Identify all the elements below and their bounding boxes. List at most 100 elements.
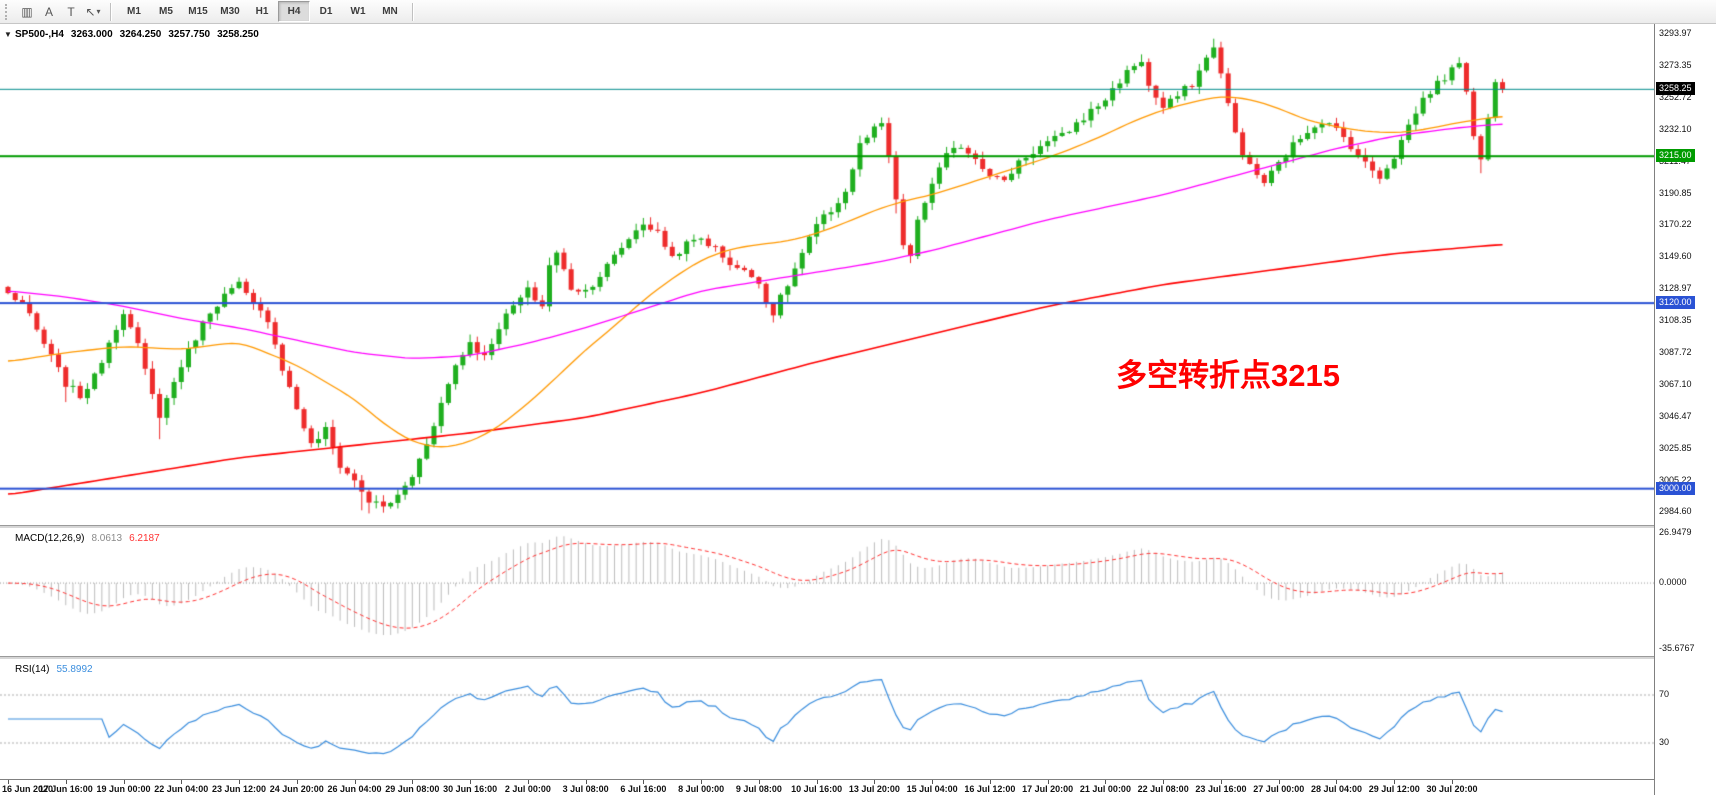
text-tool-icon[interactable]: A: [44, 4, 53, 19]
time-axis-tick: [181, 780, 183, 784]
time-axis-label: 30 Jun 16:00: [443, 784, 498, 794]
time-axis-label: 8 Jul 00:00: [678, 784, 725, 794]
price-axis-label: 3067.10: [1659, 378, 1692, 389]
timeframe-button-H4[interactable]: H4: [278, 1, 310, 22]
price-axis-label: 2984.60: [1659, 506, 1692, 517]
time-axis-label: 19 Jun 00:00: [96, 784, 151, 794]
time-axis-label: 30 Jul 20:00: [1426, 784, 1478, 794]
time-axis-tick: [354, 780, 356, 784]
chart-area: ▼ SP500-,H4 3263.000 3264.250 3257.750 3…: [0, 24, 1716, 795]
time-axis-tick: [412, 780, 414, 784]
price-axis-label: 3190.85: [1659, 187, 1692, 198]
time-axis-tick: [1163, 780, 1165, 784]
macd-canvas[interactable]: [0, 528, 1654, 656]
price-axis-label: 3128.97: [1659, 283, 1692, 294]
rsi-title: RSI(14) 55.8992: [15, 664, 93, 675]
line-tools-icon[interactable]: ↖ ▾: [85, 4, 101, 19]
price-axis[interactable]: 3293.973273.353252.723232.103211.473190.…: [1654, 24, 1716, 795]
timeframe-button-W1[interactable]: W1: [350, 6, 366, 17]
symbol-period-label: SP500-,H4: [15, 29, 64, 40]
time-axis-label: 16 Jun 2020: [2, 784, 54, 794]
time-axis-label: 13 Jul 20:00: [848, 784, 900, 794]
chart-text-annotation[interactable]: 多空转折点3215: [1116, 358, 1340, 393]
time-axis-label: 22 Jul 08:00: [1137, 784, 1189, 794]
toolbar-icon-group: ▥ A T ↖ ▾: [16, 2, 104, 22]
time-axis-label: 17 Jul 20:00: [1022, 784, 1074, 794]
price-axis-label: 3108.35: [1659, 315, 1692, 326]
price-axis-label: 3293.97: [1659, 28, 1692, 39]
rsi-axis-label: 70: [1659, 689, 1670, 699]
chart-window-icon[interactable]: ▥: [21, 4, 33, 19]
macd-axis-label: -35.6767: [1659, 643, 1695, 654]
timeframe-group: M1 M5 M15 M30 H1 H4 D1 W1 MN: [118, 1, 406, 22]
dropdown-caret-icon: ▾: [96, 7, 101, 16]
time-axis-label: 9 Jul 08:00: [735, 784, 782, 794]
price-axis-label: 3170.22: [1659, 219, 1692, 230]
time-axis-tick: [1220, 780, 1222, 784]
time-axis-label: 29 Jul 12:00: [1368, 784, 1420, 794]
time-axis[interactable]: 16 Jun 2020 17 Jun 16:00 19 Jun 00:00 22 Ju…: [0, 779, 1654, 795]
rsi-panel: RSI(14) 55.8992: [0, 659, 1654, 779]
time-axis-tick: [701, 780, 703, 784]
price-axis-label: 3273.35: [1659, 59, 1692, 70]
toolbar-separator-2: [412, 2, 414, 21]
price-tag-3000.00: 3000.00: [1656, 481, 1695, 495]
ohlc-expander-icon[interactable]: ▼: [4, 30, 12, 39]
price-axis-label: 3149.60: [1659, 251, 1692, 262]
price-axis-label: 3005.22: [1659, 474, 1692, 485]
time-axis-tick: [123, 780, 125, 784]
timeframe-button-M1[interactable]: M1: [127, 6, 141, 17]
macd-axis-label: 26.9479: [1659, 526, 1692, 537]
time-axis-label: 27 Jul 00:00: [1253, 784, 1305, 794]
time-axis-label: 26 Jun 04:00: [327, 784, 382, 794]
macd-signal-value: 6.2187: [129, 533, 160, 544]
timeframe-button-M5[interactable]: M5: [159, 6, 173, 17]
price-tag-3258.25: 3258.25: [1656, 82, 1695, 96]
macd-axis-label: 0.0000: [1659, 577, 1687, 588]
time-axis-label: 23 Jun 12:00: [212, 784, 267, 794]
time-axis-label: 3 Jul 08:00: [562, 784, 609, 794]
panel-splitter-2[interactable]: [0, 656, 1716, 659]
timeframe-button-D1[interactable]: D1: [319, 6, 333, 17]
price-axis-label: 3025.85: [1659, 442, 1692, 453]
time-axis-label: 21 Jul 00:00: [1079, 784, 1131, 794]
time-axis-tick: [643, 780, 645, 784]
label-tool-icon[interactable]: T: [67, 4, 75, 19]
time-axis-tick: [296, 780, 298, 784]
time-axis-tick: [1336, 780, 1338, 784]
toolbar-grip[interactable]: [5, 3, 10, 20]
time-axis-tick: [989, 780, 991, 784]
toolbar: ▥ A T ↖ ▾ M1 M5 M15 M30 H1 H4 D1 W1 MN: [0, 0, 1716, 24]
ohlc-close: 3258.250: [217, 29, 259, 40]
price-tag-3120.00: 3120.00: [1656, 296, 1695, 310]
time-axis-label: 10 Jul 16:00: [791, 784, 843, 794]
timeframe-button-M15[interactable]: M15: [188, 6, 208, 17]
ohlc-low: 3257.750: [168, 29, 211, 40]
time-axis-tick: [65, 780, 67, 784]
time-axis-tick: [527, 780, 529, 784]
time-axis-tick: [1452, 780, 1453, 784]
ohlc-high: 3264.250: [119, 29, 162, 40]
toolbar-separator: [110, 2, 112, 21]
rsi-name-label: RSI(14): [15, 664, 50, 675]
macd-name-label: MACD(12,26,9): [15, 533, 85, 544]
price-axis-label: 3046.47: [1659, 410, 1692, 421]
time-axis-label: 16 Jul 12:00: [964, 784, 1016, 794]
timeframe-button-H1[interactable]: H1: [255, 6, 269, 17]
time-axis-tick: [8, 780, 9, 784]
ohlc-open: 3263.000: [70, 29, 113, 40]
timeframe-button-MN[interactable]: MN: [382, 6, 398, 17]
rsi-canvas[interactable]: [0, 659, 1654, 779]
main-chart-panel: ▼ SP500-,H4 3263.000 3264.250 3257.750 3…: [0, 24, 1654, 525]
time-axis-tick: [585, 780, 587, 784]
time-axis-tick: [470, 780, 472, 784]
price-axis-label: 3087.72: [1659, 347, 1692, 358]
time-axis-label: 22 Jun 04:00: [154, 784, 209, 794]
time-axis-tick: [1278, 780, 1280, 784]
time-axis-label: 23 Jul 16:00: [1195, 784, 1247, 794]
main-chart-canvas[interactable]: [0, 24, 1654, 525]
panel-splitter[interactable]: [0, 525, 1716, 528]
time-axis-tick: [874, 780, 876, 784]
time-axis-tick: [816, 780, 818, 784]
timeframe-button-M30[interactable]: M30: [220, 6, 240, 17]
